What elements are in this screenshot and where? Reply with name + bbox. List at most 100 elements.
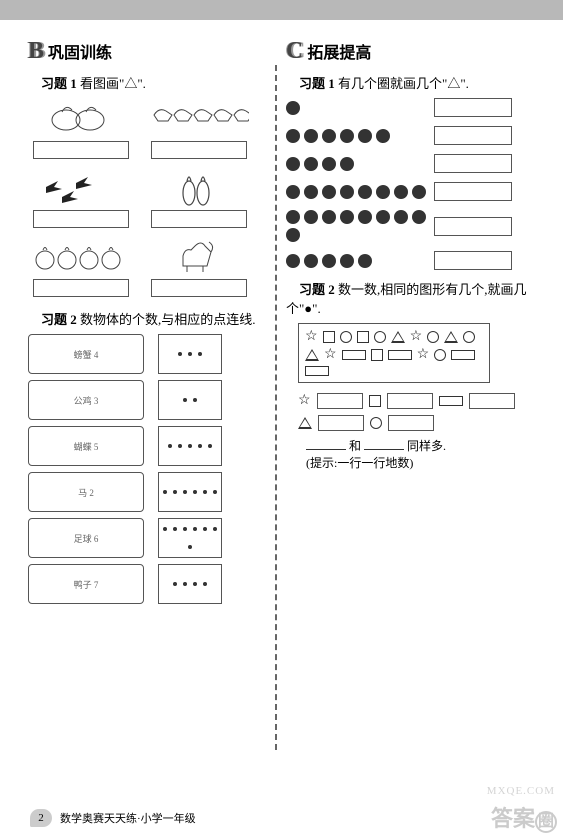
dot-icon [376,210,390,224]
c-ex1-row [286,154,535,173]
section-b-title: 巩固训练 [48,39,112,63]
b-ex2-row: 鸭子 7 [28,564,268,604]
dot-icon [198,444,202,448]
triangle-icon [391,331,405,343]
rect-icon [388,350,412,360]
section-b-letter: B [28,38,44,65]
dot-icon [358,210,372,224]
dot-icon [213,490,217,494]
dot-icon [358,129,372,143]
dot-icon [213,527,217,531]
answer-box [317,393,363,409]
watermark-url: MXQE.COM [487,785,555,797]
c-ex1-label: 习题 1 有几个圈就画几个"△". [286,73,535,92]
watermark-logo: 答案圈 [491,801,557,833]
b-ex1-img [28,236,134,276]
section-c: C 拓展提高 习题 1 有几个圈就画几个"△". 习题 2 数一数,相同的图形有… [276,38,535,810]
answer-box [469,393,515,409]
dot-icon [412,185,426,199]
c-ex2-answers: ☆ [298,393,535,431]
b-ex1-img [146,98,252,138]
dot-icon [163,527,167,531]
b-ex2-img: 足球 6 [28,518,144,558]
c-ex2-prefix: 习题 2 [299,282,335,297]
circle-icon [370,417,382,429]
c-ex1-row [286,98,535,117]
b-ex2-dotbox [158,472,222,512]
c-ex2-shape-frame: ☆☆☆☆ [298,323,490,383]
b-ex2-prefix: 习题 2 [41,312,77,327]
circle-icon [434,349,446,361]
dot-icon [322,157,336,171]
b-ex2-dotbox [158,564,222,604]
answer-box [151,210,247,228]
c-ex1-prefix: 习题 1 [299,76,335,91]
star-icon: ☆ [298,394,311,408]
dot-icon [358,254,372,268]
section-c-head: C 拓展提高 [286,38,535,65]
answer-box [151,141,247,159]
b-ex2-row: 足球 6 [28,518,268,558]
dot-icon [188,545,192,549]
b-ex2-img: 螃蟹 4 [28,334,144,374]
dot-icon [286,101,300,115]
dot-icon [322,210,336,224]
b-ex2-row: 公鸡 3 [28,380,268,420]
book-title: 数学奥赛天天练·小学一年级 [60,810,196,826]
section-c-title: 拓展提高 [307,39,371,63]
answer-box [33,141,129,159]
rect-icon [305,366,329,376]
answer-box [434,98,512,117]
rect-icon [451,350,475,360]
dot-icon [340,254,354,268]
c-ex1-dots [286,210,426,242]
answer-box [318,415,364,431]
dot-icon [178,352,182,356]
dot-icon [340,157,354,171]
dot-icon [286,228,300,242]
dot-icon [322,129,336,143]
circle-icon [427,331,439,343]
dot-icon [286,210,300,224]
dot-icon [304,129,318,143]
dot-icon [173,527,177,531]
c-ex1-dots [286,185,426,199]
dot-icon [340,129,354,143]
dot-icon [188,352,192,356]
b-ex1-prefix: 习题 1 [41,76,77,91]
blank-line [306,438,346,450]
answer-box [33,210,129,228]
answer-box [33,279,129,297]
triangle-icon [298,417,312,429]
b-ex1-cell [146,98,252,159]
answer-box [434,182,512,201]
star-icon: ☆ [324,348,337,362]
c-ex1-row [286,210,535,242]
dot-icon [178,444,182,448]
b-ex2-dotbox [158,380,222,420]
c-ex1-dots [286,101,426,115]
b-ex2-label: 习题 2 数物体的个数,与相应的点连线. [28,309,268,328]
b-ex1-cell [146,167,252,228]
compare-he: 和 [349,439,361,453]
blank-line [364,438,404,450]
b-ex2-img: 鸭子 7 [28,564,144,604]
dot-icon [376,185,390,199]
dot-icon [193,398,197,402]
square-icon [357,331,369,343]
dot-icon [286,157,300,171]
dot-icon [286,254,300,268]
b-ex2-dotbox [158,426,222,466]
answer-box [388,415,434,431]
dot-icon [208,444,212,448]
dot-icon [304,254,318,268]
rect-icon [342,350,366,360]
c-ex2-label: 习题 2 数一数,相同的图形有几个,就画几个"●". [286,279,535,317]
dot-icon [183,527,187,531]
dot-icon [183,582,187,586]
dot-icon [188,444,192,448]
dot-icon [304,185,318,199]
dot-icon [412,210,426,224]
watermark-circle: 圈 [535,811,557,833]
b-ex1-cell [28,167,134,228]
